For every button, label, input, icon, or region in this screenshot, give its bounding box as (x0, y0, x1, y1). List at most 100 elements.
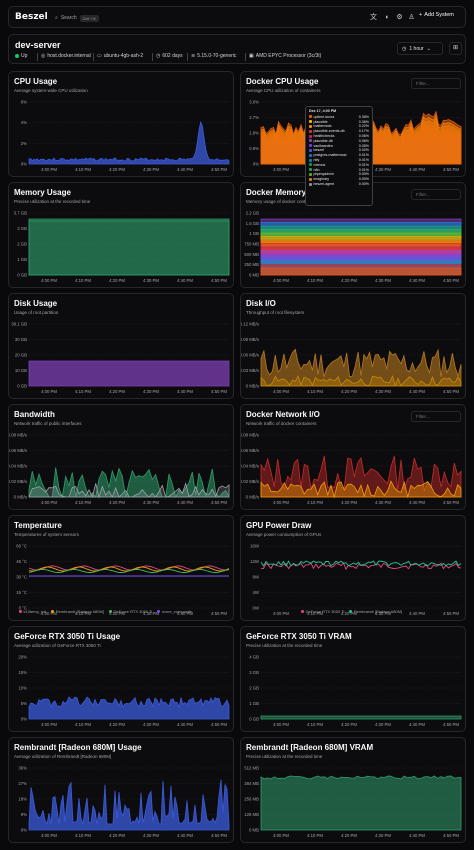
x-tick-label: 4:50 PM (211, 722, 227, 727)
y-tick-label: 0 GB (17, 384, 27, 389)
y-tick-label: 16W (250, 544, 260, 549)
memory-chart[interactable]: 3.7 GB 3 GB 2 GB 1 GB 0 GB 4:00 PM 4:10 PM 4:20… (9, 183, 234, 288)
kernel-text: 5.15.0-70-generic (197, 53, 237, 59)
x-tick-label: 4:00 PM (41, 722, 57, 727)
tooltip-row: ntfy 0.01% (309, 158, 369, 163)
tooltip-series-name: plausible-events-db (313, 129, 345, 134)
x-tick-label: 4:30 PM (143, 167, 159, 172)
tooltip-series-name: memos (313, 162, 326, 167)
app-logo[interactable]: Beszel (15, 12, 48, 22)
tooltip-swatch (309, 120, 312, 124)
x-tick-label: 4:30 PM (375, 500, 391, 505)
y-tick-label: 500 MB (244, 252, 259, 257)
card-title: Docker Network I/O (246, 410, 320, 419)
docker-network-chart[interactable]: 0.08 MB/s 0.06 MB/s 0.04 MB/s 0.02 MB/s 0 MB… (241, 405, 466, 510)
card-rtx-vram: GeForce RTX 3050 Ti VRAM Precise utiliza… (240, 626, 466, 732)
chart-legend: k10temp_tctl Rembrandt [Radeon 680M] GeF… (19, 609, 192, 614)
y-tick-label: 15% (18, 670, 27, 675)
container-filter-input[interactable]: Filter... (411, 411, 461, 422)
cpu-chart[interactable]: 6% 4% 2% 0% 4:00 PM 4:10 PM 4:20 PM 4:30 PM 4:40… (9, 72, 234, 177)
legend-item[interactable]: k10temp_tctl (19, 609, 46, 614)
tooltip-row: plausible-events-db 0.17% (309, 129, 369, 134)
rtx-usage-chart[interactable]: 20% 15% 10% 5% 0% 4:00 PM 4:10 PM 4:20 PM 4:30 P… (9, 627, 234, 732)
tooltip-value: 0.38% (358, 114, 369, 119)
time-range-select[interactable]: ◷ 1 hour ⌄ (397, 42, 443, 55)
x-tick-label: 4:50 PM (211, 389, 227, 394)
temperature-chart[interactable]: 60 °C 45 °C 30 °C 15 °C 0 °C 4:00 PM 4:10 PM 4:… (9, 516, 234, 621)
y-tick-label: 27% (18, 781, 27, 786)
x-tick-label: 4:50 PM (211, 500, 227, 505)
tooltip-row: phpmyadmin 0.00% (309, 172, 369, 177)
tooltip-series-name: vaultwarden (313, 143, 333, 148)
card-subtitle: Usage of root partition (14, 310, 59, 315)
y-tick-label: 0.08 MB/s (9, 433, 27, 438)
tooltip-row: memos 0.01% (309, 162, 369, 167)
y-tick-label: 10% (18, 686, 27, 691)
layout-toggle-button[interactable]: ⊞ (449, 42, 462, 55)
card-subtitle: Average power consumption of GPUs (246, 532, 322, 537)
tooltip-row: beszel-agent 0.00% (309, 182, 369, 187)
legend-item[interactable]: Rembrandt [Radeon 680M] (349, 609, 402, 614)
y-tick-label: 4% (21, 120, 27, 125)
legend-label: Rembrandt [Radeon 680M] (353, 609, 403, 614)
x-tick-label: 4:10 PM (75, 167, 91, 172)
legend-item[interactable]: GeForce RTX 3050 Ti (301, 609, 344, 614)
tooltip-swatch (309, 115, 312, 119)
divider (245, 53, 246, 61)
language-icon[interactable]: 文 (370, 14, 377, 21)
gpu-power-chart[interactable]: 16W 12W 8W 4W 0W 4:00 PM 4:10 PM 4:20 PM 4:30 PM… (241, 516, 466, 621)
rtx-vram-chart[interactable]: 4 GB 3 GB 2 GB 1 GB 0 GB 4:00 PM 4:10 PM 4:20 P… (241, 627, 466, 732)
x-tick-label: 4:20 PM (109, 278, 125, 283)
card-subtitle: Average utilization of Rembrandt [Radeon… (14, 754, 112, 759)
container-filter-input[interactable]: Filter... (411, 189, 461, 200)
y-tick-label: 0 MB/s (14, 495, 27, 500)
legend-item[interactable]: GeForce RTX 3050 Ti (108, 609, 152, 614)
gear-icon[interactable]: ⚙ (396, 14, 403, 21)
x-tick-label: 4:10 PM (307, 500, 323, 505)
monitor-icon: ▭ (97, 53, 102, 59)
legend-item[interactable]: nvme_composite (157, 609, 192, 614)
x-tick-label: 4:50 PM (211, 167, 227, 172)
x-tick-label: 4:30 PM (143, 611, 159, 616)
tooltip-row: n8n 0.01% (309, 167, 369, 172)
y-tick-label: 0.02 MB/s (241, 479, 259, 484)
y-tick-label: 750 MB (244, 242, 259, 247)
theme-icon[interactable]: ◐ (385, 14, 390, 21)
disk-used-series (28, 360, 230, 387)
bandwidth-chart[interactable]: 0.08 MB/s 0.06 MB/s 0.04 MB/s 0.02 MB/s 0 MB… (9, 405, 234, 510)
disk-io-chart[interactable]: 0.12 MB/s 0.09 MB/s 0.06 MB/s 0.03 MB/s 0 MB… (241, 294, 466, 399)
radeon-vram-chart[interactable]: 512 MB 384 MB 256 MB 128 MB 0 MB 4:00 PM 4:10 … (241, 738, 466, 843)
x-tick-label: 4:30 PM (375, 278, 391, 283)
tooltip-series-name: beszel-agent (313, 182, 335, 187)
tooltip-series-name: phpmyadmin (313, 172, 335, 177)
y-tick-label: 512 MB (244, 766, 259, 771)
tooltip-row: vaultwarden 0.05% (309, 143, 369, 148)
y-tick-label: 0% (21, 717, 27, 722)
docker-memory-chart[interactable]: 2.2 GB 1.5 GB 1 GB 750 MB 500 MB 250 MB 0 MB 4:… (241, 183, 466, 288)
bandwidth-sent-series (28, 467, 230, 499)
y-tick-label: 256 MB (244, 797, 259, 802)
card-title: Rembrandt [Radeon 680M] VRAM (246, 743, 374, 752)
x-tick-label: 4:20 PM (109, 167, 125, 172)
tooltip-time: Dec 17, 4:00 PM (309, 109, 337, 113)
y-tick-label: 36% (18, 766, 27, 771)
y-tick-label: 30 °C (16, 575, 27, 580)
tooltip-series-name: mattermost (313, 124, 332, 129)
x-tick-label: 4:10 PM (75, 278, 91, 283)
legend-swatch (157, 610, 161, 613)
add-system-button[interactable]: + Add System (419, 12, 454, 18)
y-tick-label: 0 °C (19, 606, 27, 611)
user-icon[interactable]: ♙ (408, 14, 415, 21)
x-tick-label: 4:40 PM (409, 611, 425, 616)
disk-chart[interactable]: 38.1 GB 30 GB 20 GB 10 GB 0 GB 4:00 PM 4:10 PM… (9, 294, 234, 399)
radeon-usage-chart[interactable]: 36% 27% 18% 9% 0% 4:00 PM 4:10 PM 4:20 PM 4:30 P… (9, 738, 234, 843)
y-tick-label: 0% (21, 162, 27, 167)
container-filter-input[interactable]: Filter... (411, 78, 461, 89)
tooltip-value: 0.00% (358, 177, 369, 182)
search-button[interactable]: ⌕ Search Ctrl + K (55, 12, 100, 24)
tooltip-swatch (309, 134, 312, 138)
x-tick-label: 4:40 PM (409, 500, 425, 505)
legend-item[interactable]: Rembrandt [Radeon 680M] (51, 609, 104, 614)
cpu-icon: ▣ (249, 53, 254, 59)
tooltip-series: memos (309, 163, 325, 167)
